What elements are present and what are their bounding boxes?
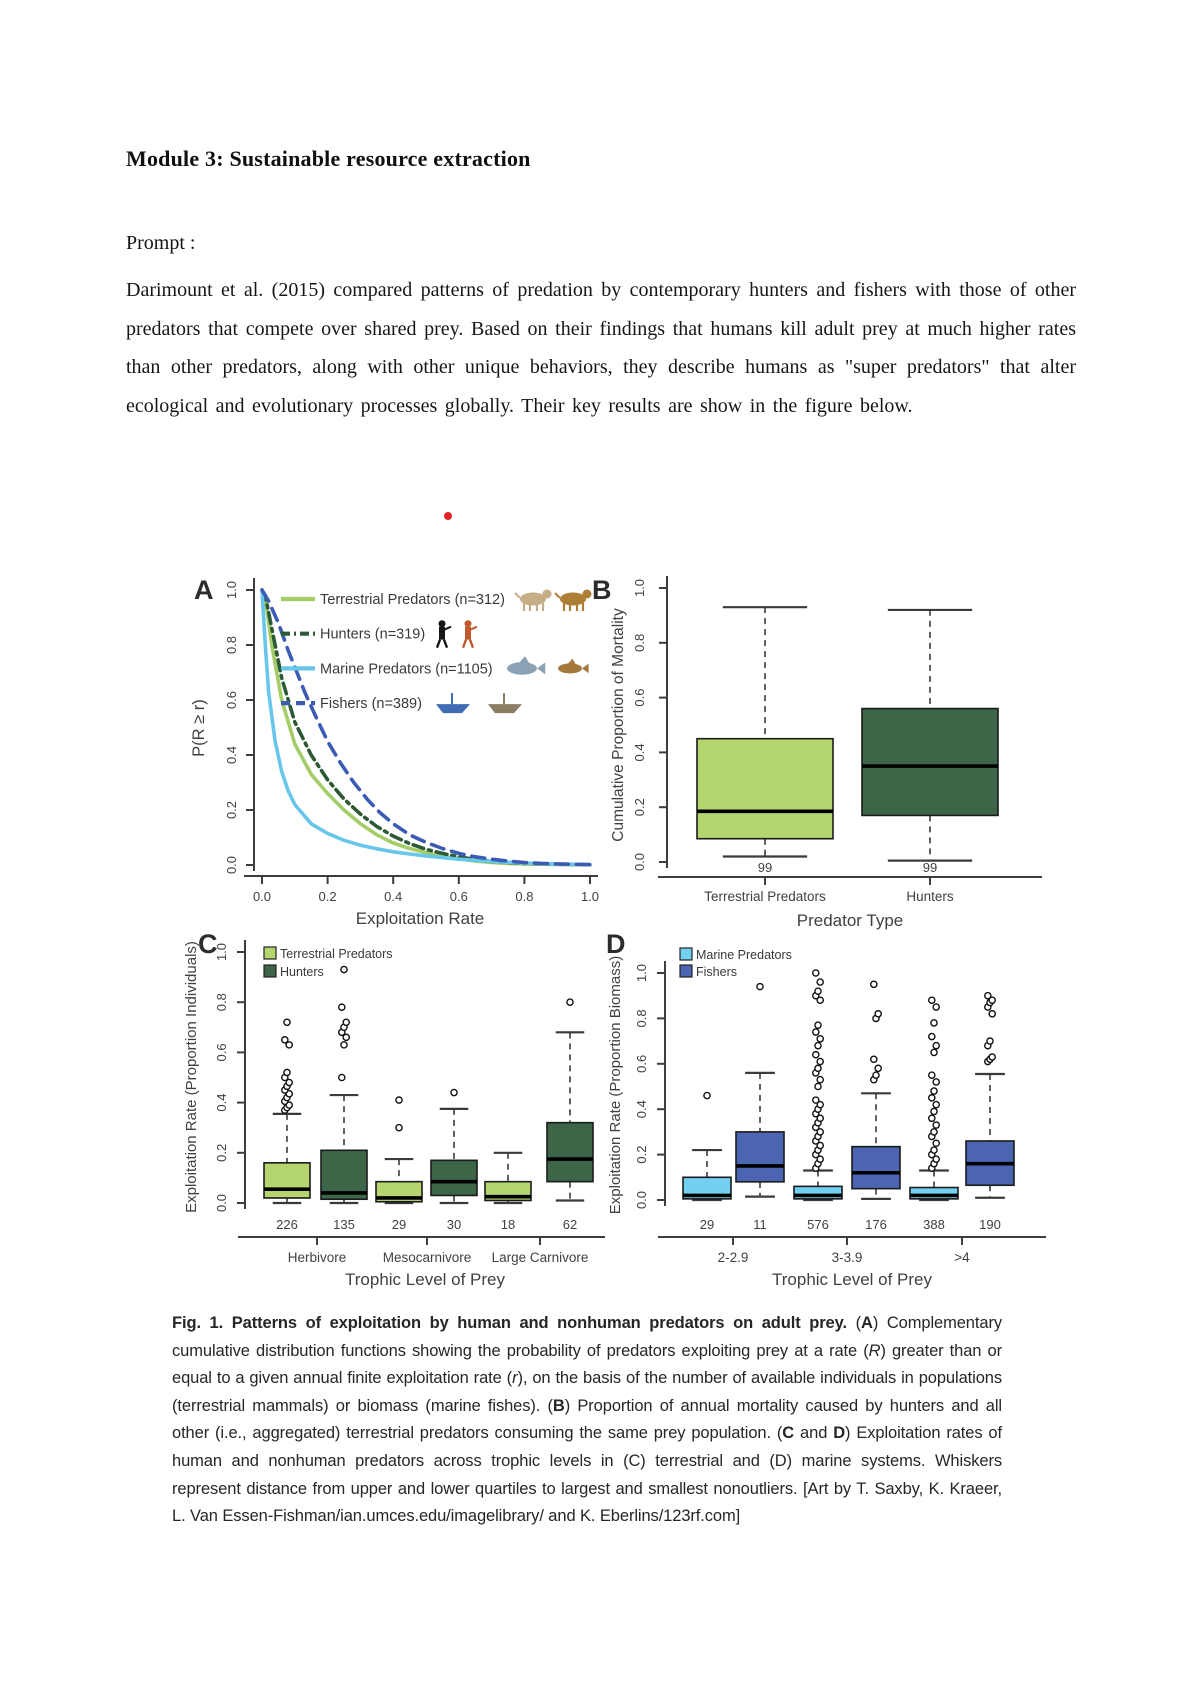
svg-text:1.0: 1.0 bbox=[214, 943, 229, 961]
svg-text:0.4: 0.4 bbox=[634, 1100, 649, 1118]
svg-text:0.0: 0.0 bbox=[214, 1194, 229, 1212]
svg-text:Exploitation Rate (Proportion: Exploitation Rate (Proportion Biomass) bbox=[607, 956, 624, 1214]
figure-panels-svg: 0.0 0.2 0.4 0.6 0.8 1.0 A Exploitation Rate P(R … bbox=[183, 575, 1046, 1289]
svg-text:Cumulative Proportion of Morta: Cumulative Proportion of Mortality bbox=[610, 608, 627, 842]
svg-text:0.2: 0.2 bbox=[632, 798, 647, 816]
svg-text:Terrestrial Predators (n=312): Terrestrial Predators (n=312) bbox=[320, 592, 505, 608]
svg-text:29: 29 bbox=[700, 1217, 714, 1232]
svg-text:Marine Predators: Marine Predators bbox=[696, 948, 792, 962]
svg-text:0.6: 0.6 bbox=[634, 1055, 649, 1073]
figure-1: 0.0 0.2 0.4 0.6 0.8 1.0 A Exploitation Rate P(R … bbox=[168, 515, 1058, 1315]
svg-text:Hunters (n=319): Hunters (n=319) bbox=[320, 627, 425, 643]
svg-text:2-2.9: 2-2.9 bbox=[718, 1250, 749, 1265]
figure-caption: Fig. 1. Patterns of exploitation by huma… bbox=[172, 1314, 1002, 1526]
svg-text:Trophic Level of Prey: Trophic Level of Prey bbox=[772, 1270, 932, 1289]
svg-text:1.0: 1.0 bbox=[634, 964, 649, 982]
svg-text:Exploitation Rate: Exploitation Rate bbox=[356, 909, 485, 928]
svg-text:Exploitation Rate (Proportion: Exploitation Rate (Proportion Individual… bbox=[183, 941, 200, 1213]
svg-text:0.6: 0.6 bbox=[632, 689, 647, 707]
svg-text:1.0: 1.0 bbox=[632, 579, 647, 597]
svg-text:Herbivore: Herbivore bbox=[288, 1250, 347, 1265]
svg-text:0.8: 0.8 bbox=[632, 634, 647, 652]
svg-text:Mesocarnivore: Mesocarnivore bbox=[383, 1250, 472, 1265]
prompt-label: Prompt : bbox=[126, 232, 196, 254]
svg-text:388: 388 bbox=[923, 1217, 945, 1232]
svg-text:99: 99 bbox=[923, 860, 937, 875]
svg-text:226: 226 bbox=[276, 1217, 298, 1232]
svg-text:99: 99 bbox=[758, 860, 772, 875]
svg-text:0.0: 0.0 bbox=[632, 853, 647, 871]
svg-text:190: 190 bbox=[979, 1217, 1001, 1232]
svg-text:3-3.9: 3-3.9 bbox=[832, 1250, 863, 1265]
svg-text:Predator Type: Predator Type bbox=[797, 911, 903, 930]
svg-text:A: A bbox=[194, 575, 214, 605]
svg-text:D: D bbox=[606, 929, 626, 959]
svg-text:0.6: 0.6 bbox=[450, 889, 468, 904]
svg-text:0.8: 0.8 bbox=[214, 993, 229, 1011]
svg-text:29: 29 bbox=[392, 1217, 406, 1232]
svg-text:C: C bbox=[198, 929, 218, 959]
svg-text:0.4: 0.4 bbox=[214, 1094, 229, 1112]
svg-text:0.4: 0.4 bbox=[224, 746, 239, 764]
svg-text:0.2: 0.2 bbox=[634, 1146, 649, 1164]
svg-text:Terrestrial Predators: Terrestrial Predators bbox=[704, 889, 826, 904]
svg-text:0.0: 0.0 bbox=[224, 856, 239, 874]
svg-text:0.2: 0.2 bbox=[319, 889, 337, 904]
svg-text:0.0: 0.0 bbox=[634, 1191, 649, 1209]
svg-text:Fishers (n=389): Fishers (n=389) bbox=[320, 696, 422, 712]
svg-text:Marine Predators (n=1105): Marine Predators (n=1105) bbox=[320, 661, 493, 677]
svg-text:0.8: 0.8 bbox=[515, 889, 533, 904]
svg-text:Terrestrial Predators: Terrestrial Predators bbox=[280, 947, 393, 961]
svg-text:Fishers: Fishers bbox=[696, 965, 737, 979]
svg-text:62: 62 bbox=[563, 1217, 577, 1232]
svg-text:Large Carnivore: Large Carnivore bbox=[492, 1250, 589, 1265]
svg-text:0.6: 0.6 bbox=[214, 1043, 229, 1061]
svg-text:P(R ≥ r): P(R ≥ r) bbox=[190, 699, 208, 757]
svg-text:Hunters: Hunters bbox=[280, 965, 324, 979]
svg-text:B: B bbox=[592, 575, 612, 605]
svg-text:0.4: 0.4 bbox=[632, 743, 647, 761]
svg-text:0.0: 0.0 bbox=[253, 889, 271, 904]
svg-text:0.8: 0.8 bbox=[224, 636, 239, 654]
red-bullet-dot bbox=[444, 512, 452, 520]
svg-text:576: 576 bbox=[807, 1217, 829, 1232]
svg-text:Trophic Level of Prey: Trophic Level of Prey bbox=[345, 1270, 505, 1289]
svg-text:1.0: 1.0 bbox=[581, 889, 599, 904]
svg-text:135: 135 bbox=[333, 1217, 355, 1232]
svg-text:176: 176 bbox=[865, 1217, 887, 1232]
svg-text:0.2: 0.2 bbox=[214, 1144, 229, 1162]
svg-text:1.0: 1.0 bbox=[224, 581, 239, 599]
document-title: Module 3: Sustainable resource extractio… bbox=[126, 146, 531, 171]
svg-text:0.8: 0.8 bbox=[634, 1009, 649, 1027]
svg-text:0.6: 0.6 bbox=[224, 691, 239, 709]
svg-text:0.4: 0.4 bbox=[384, 889, 402, 904]
svg-text:11: 11 bbox=[753, 1217, 767, 1232]
svg-text:0.2: 0.2 bbox=[224, 801, 239, 819]
svg-text:30: 30 bbox=[447, 1217, 461, 1232]
svg-text:18: 18 bbox=[501, 1217, 515, 1232]
svg-text:>4: >4 bbox=[954, 1250, 970, 1265]
prompt-paragraph: Darimount et al. (2015) compared pattern… bbox=[126, 279, 1076, 417]
svg-text:Hunters: Hunters bbox=[906, 889, 954, 904]
